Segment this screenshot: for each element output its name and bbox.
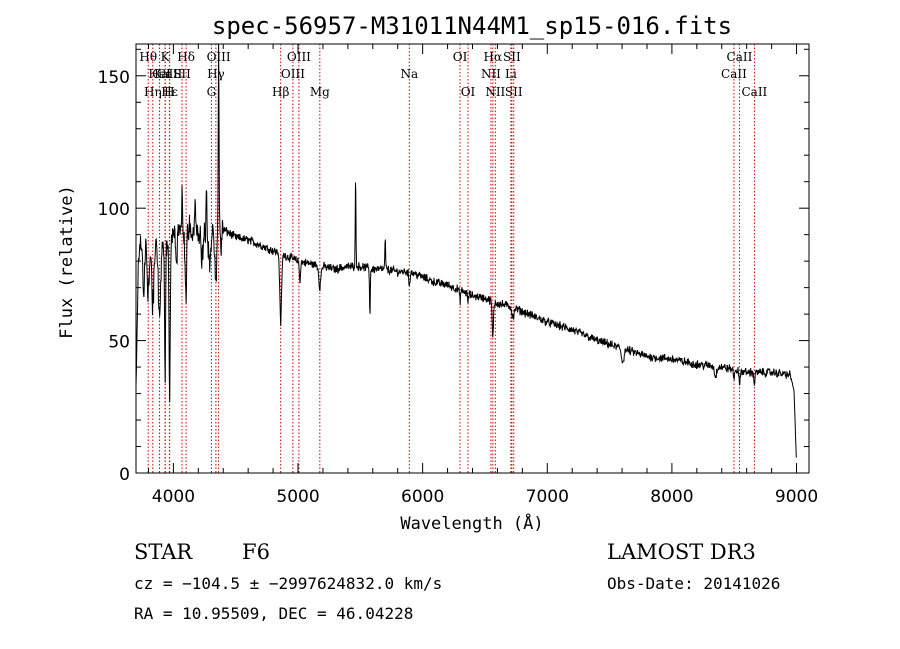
x-tick-label: 7000 [526, 487, 569, 507]
line-marker-label: OI [461, 85, 476, 99]
x-tick-label: 8000 [650, 487, 693, 507]
line-marker-label: CaII [741, 85, 767, 99]
line-marker-label: OI [453, 50, 468, 64]
chart-title: spec-56957-M31011N44M1_sp15-016.fits [212, 12, 732, 40]
obs-date: Obs-Date: 20141026 [607, 574, 781, 593]
line-marker-label: OIII [287, 50, 311, 64]
object-subclass: F6 [242, 540, 270, 564]
line-marker-label: SII [505, 85, 523, 99]
line-marker-label: G [207, 85, 217, 99]
y-tick-label: 50 [108, 333, 130, 353]
line-marker-label: Hη [144, 85, 162, 99]
line-marker-label: CaII [721, 67, 747, 81]
line-marker-label: CaII [157, 67, 183, 81]
redshift-cz: cz = −104.5 ± −2997624832.0 km/s [134, 574, 443, 593]
plot-frame [135, 43, 810, 474]
line-marker-label: HeI [148, 67, 171, 81]
y-axis-ticks: 0 50 100 150 [98, 48, 809, 485]
x-axis-label: Wavelength (Å) [400, 512, 543, 534]
line-marker-label: Na [400, 67, 418, 81]
line-marker-labels: CaIICaIIHθHηHeIHεKHHδSIIGHγOIIIHβOIIIOII… [139, 50, 767, 99]
line-markers [147, 44, 755, 473]
line-marker-label: K [161, 50, 171, 64]
line-marker-label: SII [503, 50, 521, 64]
line-marker-label: Hβ [272, 85, 289, 99]
coordinates: RA = 10.95509, DEC = 46.04228 [134, 604, 414, 623]
line-marker-label: Hε [161, 85, 178, 99]
line-marker-label: H [164, 85, 174, 99]
x-tick-label: 9000 [775, 487, 818, 507]
survey-name: LAMOST DR3 [607, 540, 756, 564]
y-tick-label: 150 [98, 68, 130, 88]
line-marker-label: OIII [281, 67, 305, 81]
y-axis-label: Flux (relative) [57, 185, 77, 339]
x-axis-ticks: 4000 5000 6000 7000 8000 9000 [147, 44, 818, 507]
x-tick-label: 6000 [401, 487, 444, 507]
x-tick-label: 5000 [276, 487, 319, 507]
line-marker-label: CaII [727, 50, 753, 64]
y-tick-label: 100 [98, 200, 130, 220]
spectrum-line [135, 43, 797, 458]
line-marker-label: NII [481, 67, 501, 81]
line-marker-label: CaII [152, 67, 178, 81]
y-tick-label: 0 [119, 465, 130, 485]
x-tick-label: 4000 [152, 487, 195, 507]
line-marker-label: Hα [484, 50, 503, 64]
line-marker-label: Mg [310, 85, 330, 99]
line-marker-label: Li [505, 67, 517, 81]
line-marker-label: Hγ [207, 67, 225, 81]
line-marker-label: Hθ [139, 50, 157, 64]
object-class: STAR [134, 540, 193, 564]
line-marker-label: Hδ [177, 50, 195, 64]
line-marker-label: NII [485, 85, 505, 99]
line-marker-label: SII [173, 67, 191, 81]
